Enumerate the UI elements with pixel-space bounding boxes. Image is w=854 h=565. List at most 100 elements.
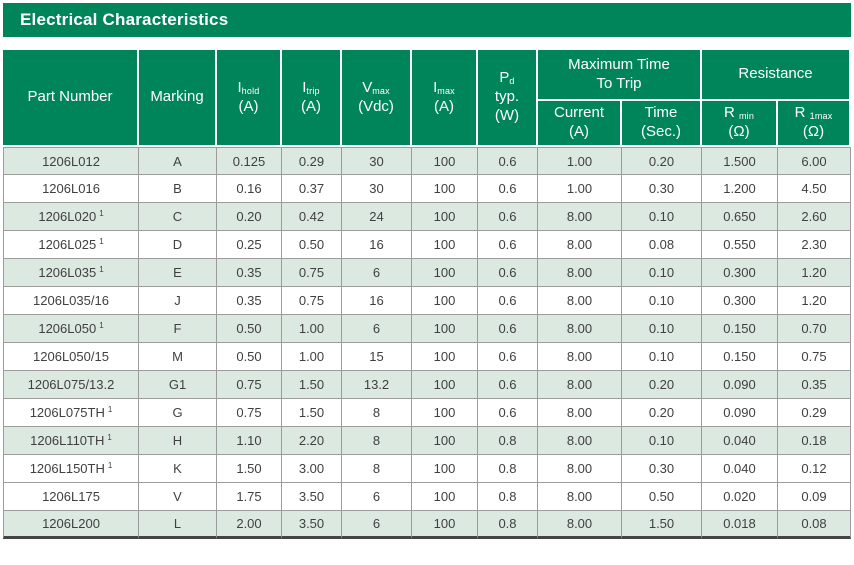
cell-r-1max: 2.30 [778, 231, 852, 259]
trip-time-unit: (Sec.) [640, 123, 681, 140]
v-max-unit: (Vdc) [358, 97, 394, 115]
cell-i-max: 100 [412, 343, 478, 371]
cell-p-d: 0.8 [478, 511, 538, 539]
part-number: 1206L075TH [29, 405, 105, 420]
part-number: 1206L035/16 [33, 293, 109, 308]
col-header-p-d: Pd typ. (W) [478, 50, 538, 147]
cell-r-1max: 0.08 [778, 511, 852, 539]
cell-v-max: 30 [342, 175, 412, 203]
table-row: 1206L200 L 2.00 3.50 6 100 0.8 8.00 1.50 0.018 0.0… [3, 511, 852, 539]
cell-i-hold: 0.75 [217, 399, 282, 427]
cell-i-max: 100 [412, 399, 478, 427]
cell-i-trip: 1.00 [282, 343, 342, 371]
col-header-trip-time: Time (Sec.) [622, 101, 702, 147]
cell-trip-time: 0.10 [622, 203, 702, 231]
cell-r-1max: 0.09 [778, 483, 852, 511]
table-row: 1206L075/13.2 G1 0.75 1.50 13.2 100 0.6 8.00 0.2… [3, 371, 852, 399]
i-max-unit: (A) [434, 97, 454, 115]
cell-part: 1206L016 [3, 175, 139, 203]
cell-i-max: 100 [412, 427, 478, 455]
cell-v-max: 16 [342, 231, 412, 259]
trip-current-label: Current [553, 104, 605, 122]
cell-i-max: 100 [412, 175, 478, 203]
cell-i-hold: 0.75 [217, 371, 282, 399]
cell-r-min: 0.090 [702, 371, 778, 399]
p-d-subscript: d [509, 76, 515, 87]
cell-trip-current: 8.00 [538, 259, 622, 287]
footnote-marker: 1 [99, 208, 104, 218]
cell-part: 1206L020 1 [3, 203, 139, 231]
cell-r-1max: 0.29 [778, 399, 852, 427]
cell-p-d: 0.6 [478, 315, 538, 343]
cell-trip-current: 8.00 [538, 483, 622, 511]
cell-trip-time: 1.50 [622, 511, 702, 539]
cell-i-trip: 1.00 [282, 315, 342, 343]
footnote-marker: 1 [99, 264, 104, 274]
cell-r-1max: 0.18 [778, 427, 852, 455]
col-header-r-min: R min (Ω) [702, 101, 778, 147]
cell-i-hold: 1.75 [217, 483, 282, 511]
cell-marking: C [139, 203, 217, 231]
cell-i-hold: 2.00 [217, 511, 282, 539]
cell-i-trip: 0.29 [282, 147, 342, 175]
cell-part: 1206L110TH 1 [3, 427, 139, 455]
cell-i-max: 100 [412, 511, 478, 539]
cell-trip-time: 0.20 [622, 147, 702, 175]
cell-i-max: 100 [412, 455, 478, 483]
table-row: 1206L020 1 C 0.20 0.42 24 100 0.6 8.00 0.10 0.650 2… [3, 203, 852, 231]
cell-marking: D [139, 231, 217, 259]
i-trip-unit: (A) [301, 97, 321, 115]
cell-r-min: 1.200 [702, 175, 778, 203]
cell-v-max: 6 [342, 315, 412, 343]
footnote-marker: 1 [107, 460, 113, 470]
cell-marking: M [139, 343, 217, 371]
trip-time-label: Time [644, 104, 678, 122]
cell-i-trip: 0.75 [282, 287, 342, 315]
cell-v-max: 6 [342, 259, 412, 287]
p-d-unit: (W) [494, 106, 520, 124]
cell-p-d: 0.6 [478, 175, 538, 203]
cell-r-1max: 0.75 [778, 343, 852, 371]
cell-r-min: 0.150 [702, 343, 778, 371]
cell-trip-current: 8.00 [538, 231, 622, 259]
cell-i-hold: 0.20 [217, 203, 282, 231]
cell-v-max: 8 [342, 427, 412, 455]
cell-trip-current: 8.00 [538, 511, 622, 539]
cell-trip-current: 8.00 [538, 399, 622, 427]
cell-part: 1206L050 1 [3, 315, 139, 343]
cell-v-max: 6 [342, 511, 412, 539]
cell-i-max: 100 [412, 203, 478, 231]
cell-v-max: 30 [342, 147, 412, 175]
cell-trip-time: 0.10 [622, 287, 702, 315]
cell-trip-current: 8.00 [538, 203, 622, 231]
footnote-marker: 1 [107, 432, 112, 442]
cell-r-min: 0.150 [702, 315, 778, 343]
cell-part: 1206L075/13.2 [3, 371, 139, 399]
cell-part: 1206L012 [3, 147, 139, 175]
cell-trip-current: 8.00 [538, 455, 622, 483]
table-row: 1206L075TH 1 G 0.75 1.50 8 100 0.6 8.00 0.20 0.090… [3, 399, 852, 427]
i-max-subscript: max [437, 85, 455, 96]
i-trip-symbol: I [302, 78, 307, 96]
part-number: 1206L012 [42, 153, 100, 169]
cell-trip-current: 8.00 [538, 287, 622, 315]
cell-i-max: 100 [412, 483, 478, 511]
cell-trip-current: 8.00 [538, 343, 622, 371]
cell-i-trip: 0.37 [282, 175, 342, 203]
trip-group-line1: Maximum Time [568, 55, 670, 73]
table-row: 1206L050/15 M 0.50 1.00 15 100 0.6 8.00 0.10 0.15… [3, 343, 852, 371]
i-hold-unit: (A) [238, 97, 259, 115]
cell-part: 1206L050/15 [3, 343, 139, 371]
cell-i-hold: 0.125 [217, 147, 282, 175]
cell-marking: E [139, 259, 217, 287]
cell-trip-current: 1.00 [538, 147, 622, 175]
cell-trip-time: 0.20 [622, 371, 702, 399]
r-min-symbol: R [723, 104, 735, 122]
cell-marking: L [139, 511, 217, 539]
cell-trip-time: 0.30 [622, 175, 702, 203]
table-row: 1206L175 V 1.75 3.50 6 100 0.8 8.00 0.50 0.020 0.0… [3, 483, 852, 511]
cell-trip-current: 8.00 [538, 427, 622, 455]
cell-marking: F [139, 315, 217, 343]
cell-r-1max: 0.35 [778, 371, 852, 399]
cell-i-trip: 1.50 [282, 371, 342, 399]
